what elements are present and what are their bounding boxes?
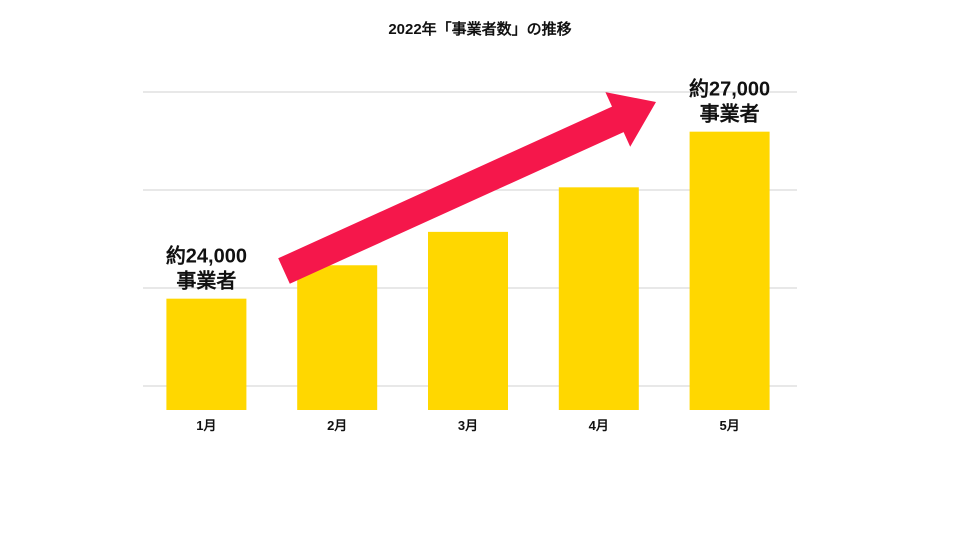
growth-arrow-shape xyxy=(278,92,656,284)
bar xyxy=(166,298,247,410)
bars xyxy=(166,131,770,410)
growth-arrow xyxy=(278,92,656,284)
annotation-unit: 事業者 xyxy=(700,102,760,126)
bar xyxy=(428,231,508,410)
bar xyxy=(689,131,770,410)
x-tick-label: 2月 xyxy=(327,418,347,433)
annotation-value: 約27,000 xyxy=(689,77,770,101)
annotation-value: 約24,000 xyxy=(166,244,247,268)
annotation-unit: 事業者 xyxy=(176,269,236,293)
x-tick-label: 1月 xyxy=(196,418,216,433)
x-tick-label: 3月 xyxy=(458,418,478,433)
bar xyxy=(297,265,378,410)
bar xyxy=(558,187,639,410)
x-tick-labels: 1月 2月 3月 4月 5月 xyxy=(196,418,739,433)
x-tick-label: 4月 xyxy=(589,418,609,433)
x-tick-label: 5月 xyxy=(719,418,739,433)
chart-title: 2022年「事業者数」の推移 xyxy=(388,20,571,38)
